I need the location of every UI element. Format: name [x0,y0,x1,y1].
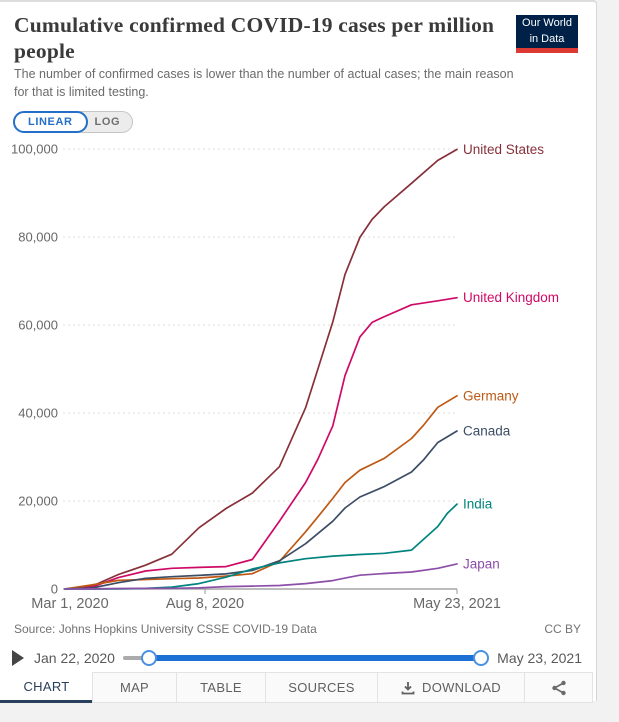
source-text: Source: Johns Hopkins University CSSE CO… [14,622,317,636]
y-tick-label-60000: 60,000 [18,318,58,333]
slider-selected-track[interactable] [150,655,482,661]
timeline-start-date: Jan 22, 2020 [34,650,115,666]
tab-table-label: TABLE [200,680,242,695]
tab-download[interactable]: DOWNLOAD [377,672,525,703]
tab-sources[interactable]: SOURCES [265,672,378,703]
series-label-canada[interactable]: Canada [463,424,511,439]
series-label-germany[interactable]: Germany [463,388,519,403]
y-tick-label-0: 0 [51,582,58,597]
series-line-germany [64,394,458,590]
y-tick-label-20000: 20,000 [18,494,58,509]
x-tick-label-448: May 23, 2021 [413,596,501,612]
y-tick-label-80000: 80,000 [18,230,58,245]
x-tick-label-0: Mar 1, 2020 [31,596,108,612]
series-label-united-states[interactable]: United States [463,142,544,157]
slider-unselected-track[interactable] [122,656,147,660]
line-chart: 0 20,000 40,000 60,000 80,000 100,000 Mar 1, 2… [11,142,559,613]
page-title: Cumulative confirmed COVID-19 cases per … [14,13,495,64]
y-tick-label-100000: 100,000 [11,142,58,157]
series-label-japan[interactable]: Japan [463,556,500,571]
tab-chart[interactable]: CHART [0,672,93,703]
timeline-slider[interactable] [122,646,490,670]
tab-bar: CHART MAP TABLE SOURCES DOWNLOAD [0,672,597,703]
linear-button[interactable]: LINEAR [13,111,88,133]
tab-map[interactable]: MAP [92,672,177,703]
chart-subtitle: The number of confirmed cases is lower t… [14,67,514,99]
tab-download-label: DOWNLOAD [422,680,501,695]
scale-toggle: LINEAR LOG [13,111,134,133]
tab-table[interactable]: TABLE [176,672,266,703]
owid-logo[interactable]: Our World in Data [516,15,578,53]
series-line-japan [64,563,458,590]
tab-share[interactable] [524,672,593,703]
owid-logo-line1: Our World [522,17,572,30]
series-line-united-kingdom [64,296,458,590]
footer-row: Source: Johns Hopkins University CSSE CO… [14,622,581,636]
license-link[interactable]: CC BY [544,622,581,636]
download-icon [401,681,415,695]
chart-card: Cumulative confirmed COVID-19 cases per … [0,0,597,703]
series-label-united-kingdom[interactable]: United Kingdom [463,290,559,305]
slider-start-handle[interactable] [140,650,157,666]
series-line-united-states [64,148,458,590]
share-icon [551,680,567,696]
x-tick-label-160: Aug 8, 2020 [166,596,244,612]
log-button[interactable]: LOG [74,111,134,133]
play-icon[interactable] [10,649,26,667]
tab-map-label: MAP [119,680,150,695]
timeline-end-date: May 23, 2021 [497,650,582,666]
y-tick-label-40000: 40,000 [18,406,58,421]
owid-logo-line2: in Data [529,32,565,45]
series-label-india[interactable]: India [463,497,493,512]
timeline: Jan 22, 2020 May 23, 2021 [10,646,582,670]
tab-sources-label: SOURCES [288,680,355,695]
slider-end-handle[interactable] [473,650,490,666]
tab-chart-label: CHART [23,678,70,694]
series-line-canada [64,430,458,590]
